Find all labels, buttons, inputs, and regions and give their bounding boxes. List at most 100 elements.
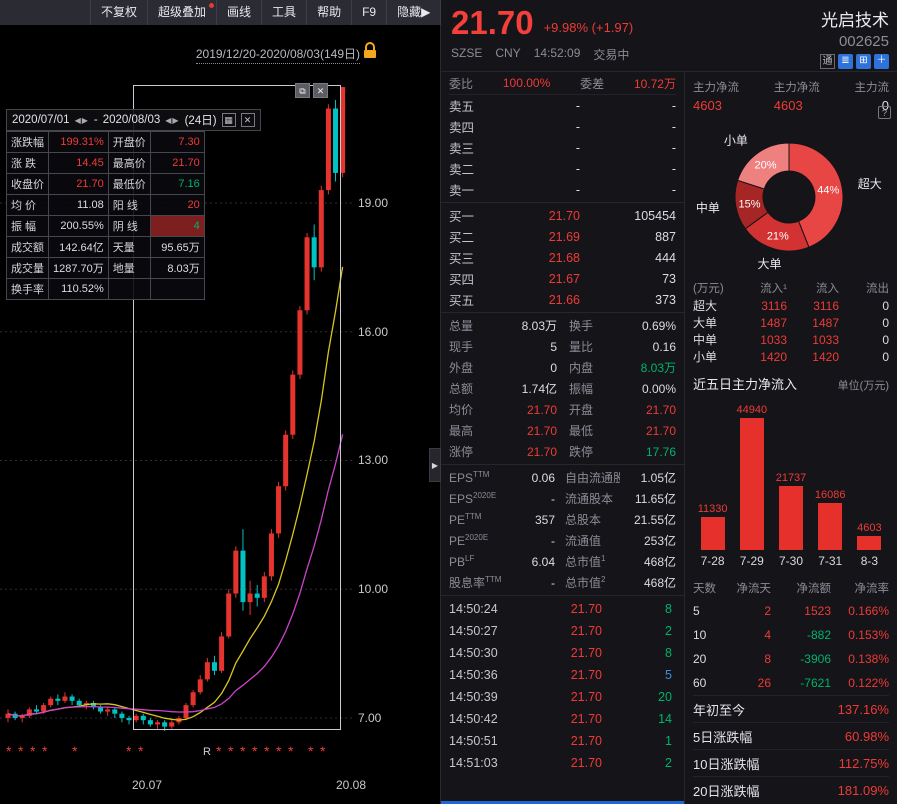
flow-row-value: 1033 xyxy=(812,333,839,347)
ask-row[interactable]: 卖五 - - xyxy=(449,95,676,116)
add-icon[interactable]: ＋ xyxy=(874,54,889,69)
date-range-label[interactable]: 2019/12/20-2020/08/03(149日) xyxy=(195,45,360,64)
bid-row[interactable]: 买三 21.68 444 xyxy=(449,247,676,268)
stat-row: 均价 21.70 开盘 21.70 xyxy=(449,399,676,420)
bid-row[interactable]: 买一 21.70 105454 xyxy=(449,205,676,226)
bid-row[interactable]: 买五 21.66 373 xyxy=(449,289,676,310)
event-marker[interactable]: R xyxy=(203,746,211,758)
fund-value: - xyxy=(551,575,555,590)
change-amount: (+1.97) xyxy=(591,20,634,35)
x-axis-label: 20.07 xyxy=(132,778,163,792)
collapse-arrow[interactable]: ▶ xyxy=(429,448,441,482)
event-marker[interactable]: * xyxy=(228,743,234,759)
event-marker[interactable]: * xyxy=(240,743,246,759)
event-marker[interactable]: * xyxy=(308,743,314,759)
bid-price: 21.70 xyxy=(548,208,580,223)
ask-row[interactable]: 卖二 - - xyxy=(449,158,676,179)
interval-stat-value: 1287.70万 xyxy=(48,257,109,279)
flow-row-label: 大单 xyxy=(693,316,718,330)
quote-header: 21.70 +9.98% (+1.97) SZSE CNY 14:52:09 交… xyxy=(441,0,897,72)
event-marker[interactable]: * xyxy=(216,743,222,759)
ask-row[interactable]: 卖四 - - xyxy=(449,116,676,137)
fundamental-row: EPSTTM 0.06 自由流通股本 1.05亿 xyxy=(449,467,676,488)
event-marker[interactable]: * xyxy=(126,743,132,759)
tick-time: 14:50:51 xyxy=(449,734,498,748)
tick-time: 14:50:27 xyxy=(449,624,498,638)
bid-row[interactable]: 买二 21.69 887 xyxy=(449,226,676,247)
event-marker[interactable]: * xyxy=(6,743,12,759)
bid-volume: 105454 xyxy=(634,208,676,223)
event-marker[interactable]: * xyxy=(264,743,270,759)
performance-label: 5日涨跌幅 xyxy=(693,729,753,745)
start-date-stepper[interactable]: ◀▶ xyxy=(74,115,89,125)
toolbar-button[interactable]: 隐藏▶ xyxy=(386,0,442,25)
y-axis-label: 7.00 xyxy=(358,711,382,725)
candlestick-canvas[interactable] xyxy=(0,25,441,804)
toolbar-button[interactable]: 不复权 xyxy=(90,0,147,25)
event-marker[interactable]: * xyxy=(276,743,282,759)
fund-value: 1.05亿 xyxy=(640,471,676,485)
range-days: (24日) xyxy=(184,115,217,127)
flow-table-header: 流入¹ xyxy=(760,283,787,295)
end-date-stepper[interactable]: ◀▶ xyxy=(165,115,180,125)
flow-summary-value: 4603 xyxy=(773,98,803,113)
event-marker[interactable]: * xyxy=(72,743,78,759)
close-icon[interactable]: ✕ xyxy=(240,113,255,127)
change-percent: +9.98% xyxy=(543,20,589,35)
fund-label: PBLF xyxy=(449,554,475,569)
fund-value: 6.04 xyxy=(531,554,555,569)
close-region-icon[interactable]: ✕ xyxy=(313,83,328,98)
bar xyxy=(857,536,882,550)
event-marker[interactable]: * xyxy=(42,743,48,759)
ask-levels: 卖五 - - 卖四 - - 卖三 - - 卖二 - - 卖一 - - xyxy=(449,95,676,200)
toolbar-button[interactable]: 帮助 xyxy=(306,0,351,25)
fund-label: PETTM xyxy=(449,512,482,527)
event-marker[interactable]: * xyxy=(320,743,326,759)
calendar-icon[interactable]: ▦ xyxy=(221,113,236,127)
event-marker[interactable]: * xyxy=(288,743,294,759)
tick-list[interactable]: 14:50:24 21.70 8 14:50:27 21.70 2 14:50:30 21.7… xyxy=(449,598,676,774)
fund-value: 468亿 xyxy=(643,555,676,569)
lock-icon[interactable] xyxy=(362,42,378,60)
list-icon[interactable]: ≣ xyxy=(838,54,853,69)
event-marker[interactable]: * xyxy=(18,743,24,759)
donut-slice xyxy=(788,142,844,248)
event-marker[interactable]: * xyxy=(252,743,258,759)
netflow-days: 10 xyxy=(693,628,707,642)
stock-name: 光启技术 xyxy=(821,11,889,30)
toolbar-button[interactable]: F9 xyxy=(351,0,386,25)
stat-row: 最高 21.70 最低 21.70 xyxy=(449,420,676,441)
bid-row[interactable]: 买四 21.67 73 xyxy=(449,268,676,289)
empty-cell xyxy=(149,278,205,300)
fund-label: EPSTTM xyxy=(449,470,490,485)
donut-percent-label: 15% xyxy=(738,198,760,210)
ask-row[interactable]: 卖三 - - xyxy=(449,137,676,158)
flow-summary-label: 主力净流 xyxy=(693,82,739,94)
toolbar-button[interactable]: 画线 xyxy=(216,0,261,25)
bar xyxy=(818,503,843,550)
copy-region-icon[interactable]: ⧉ xyxy=(295,83,310,98)
tick-price: 21.70 xyxy=(570,712,602,726)
ask-row[interactable]: 卖一 - - xyxy=(449,179,676,200)
performance-row: 20日涨跌幅 181.09% xyxy=(693,776,889,803)
grid-icon[interactable]: ⊞ xyxy=(856,54,871,69)
interval-stat-value: 8.03万 xyxy=(149,257,205,279)
performance-row: 10日涨跌幅 112.75% xyxy=(693,749,889,776)
help-icon[interactable]: ? xyxy=(878,106,891,119)
toolbar-button[interactable]: 工具 xyxy=(261,0,306,25)
toolbar-button[interactable]: 超级叠加 xyxy=(147,0,216,25)
bar xyxy=(739,418,764,550)
bar xyxy=(779,486,803,550)
selection-box[interactable]: ⧉ ✕ xyxy=(133,83,341,730)
bar-item: 16086 7-31 xyxy=(811,397,850,569)
tong-badge[interactable]: 通 xyxy=(820,54,835,69)
tick-price: 21.70 xyxy=(570,602,602,616)
bid-price: 21.68 xyxy=(548,250,580,265)
event-marker[interactable]: * xyxy=(30,743,36,759)
donut-slice xyxy=(737,142,790,190)
netflow-updays: 26 xyxy=(757,676,771,690)
kline-chart-area[interactable]: 2019/12/20-2020/08/03(149日) ⧉ ✕ 2020/07/… xyxy=(0,25,440,804)
event-marker[interactable]: * xyxy=(138,743,144,759)
stat-value: 21.70 xyxy=(526,402,557,417)
fundamental-row: PBLF 6.04 总市值1 468亿 xyxy=(449,551,676,572)
